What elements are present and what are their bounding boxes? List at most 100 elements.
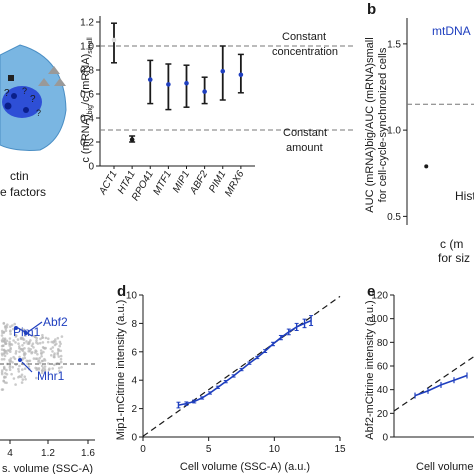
panel-c-point: [60, 366, 63, 369]
panel-c-point: [9, 332, 12, 336]
panel-c-point: [24, 378, 27, 381]
panel-e-ytick-label: 20: [377, 409, 389, 420]
cell-schematic: ? ? ? ? ctin e factors: [0, 44, 67, 199]
ref-constant-concentration-label-2: concentration: [272, 46, 338, 58]
panel-c-point: [59, 349, 63, 353]
panel-c-point: [14, 341, 17, 344]
panel-c-point: [41, 366, 45, 370]
panel-d-axes: 0 2 4 6 8 10 0 5 10 15: [126, 291, 346, 456]
panel-a-point: [166, 82, 171, 87]
panel-c-xtick-2: 1.2: [41, 448, 55, 459]
panel-c-point: [34, 351, 37, 354]
panel-c-point: [35, 367, 39, 370]
label-mhr1: Mhr1: [37, 369, 65, 383]
panel-c-point: [20, 373, 24, 377]
panel-c-point: [28, 359, 32, 363]
panel-c-point: [8, 340, 11, 344]
panel-c-annotations: Pim1 Abf2 Mhr1: [13, 315, 68, 383]
panel-b-ytick-label: 0.5: [387, 212, 401, 223]
panel-d-ytick-label: 8: [131, 319, 137, 330]
panel-c-point: [21, 368, 24, 371]
panel-c-point: [5, 373, 9, 376]
panel-c-point: [11, 361, 14, 364]
panel-d-ylabel: Mip1-mCitrine intensity (a.u.): [115, 300, 127, 441]
panel-b-xlabel-1: c (m: [440, 237, 463, 251]
panel-a-ytick-label: 0: [88, 162, 94, 173]
panel-c-point: [30, 344, 34, 348]
panel-c-point: [51, 346, 55, 349]
panel-a-ytick-label: 0.6: [80, 90, 94, 101]
panel-c-point: [44, 336, 48, 340]
panel-c-point: [16, 338, 20, 341]
panel-c-point: [50, 354, 53, 357]
panel-c-point: [27, 365, 31, 368]
panel-c-point: [41, 359, 45, 363]
panel-c-point: [29, 348, 32, 351]
panel-c-point: [21, 336, 24, 339]
panel-b-letter: b: [367, 1, 376, 18]
panel-c-point: [21, 347, 25, 351]
panel-c-point: [57, 366, 61, 370]
panel-a-point: [238, 72, 244, 78]
panel-c-point: [52, 355, 56, 359]
panel-c-point: [0, 358, 4, 361]
panel-c-point: [35, 339, 38, 342]
panel-c-point: [22, 341, 26, 345]
panel-c-point: [5, 352, 9, 355]
schematic-label-2: e factors: [0, 185, 46, 199]
panel-c-point: [10, 372, 13, 376]
panel-c-point: [54, 338, 57, 341]
panel-c-point: [59, 360, 63, 364]
schematic-question-4: ?: [36, 108, 41, 118]
panel-c-point: [18, 364, 21, 368]
panel-a-ytick-label: 0.4: [80, 114, 94, 125]
panel-c-point: [6, 323, 9, 327]
panel-c-point: [12, 339, 15, 342]
panel-c-point: [33, 335, 37, 339]
panel-e-marks: [393, 356, 474, 412]
panel-a: c (mRNA)big/c (mRNA)small 0 0.2 0.4 0.6 0.8 1…: [80, 16, 355, 203]
panel-c-point: [53, 352, 56, 355]
panel-c-point: [57, 355, 61, 358]
panel-b-ylabel-1: AUC (mRNA)big/AUC (mRNA)small: [364, 37, 376, 212]
schematic-label-1: ctin: [10, 169, 29, 183]
panel-b-ytick-label: 1.0: [387, 126, 401, 137]
panel-c-point: [54, 340, 57, 343]
panel-c-xticks: 4 1.2 1.6: [7, 440, 95, 459]
panel-c-point: [49, 347, 53, 351]
panel-c-point: [0, 352, 4, 356]
panel-b-ylabel-2: for cell-cycle-synchronized cells: [377, 47, 389, 202]
panel-c-point: [25, 359, 29, 363]
panel-c-point: [50, 340, 53, 344]
panel-c-point: [56, 351, 60, 355]
panel-e-axes: 0 20 40 60 80 100 120: [371, 291, 474, 444]
ref-constant-concentration-label: Constant: [282, 31, 326, 43]
panel-c-point: [59, 354, 63, 358]
panel-d-marks: [142, 295, 341, 437]
panel-c-point: [18, 345, 21, 348]
panel-c-point: [60, 335, 64, 338]
panel-c-point: [8, 366, 12, 369]
panel-c-point: [8, 368, 12, 372]
panel-b-point: [424, 164, 429, 169]
panel-c-point: [58, 369, 61, 373]
panel-a-axes: 00.20.40.60.81.01.2ACT1HTA1RPO41MTF1MIP1…: [80, 16, 355, 203]
panel-c-point: [32, 357, 36, 360]
panel-c-point: [31, 351, 34, 354]
panel-a-point: [147, 77, 153, 82]
panel-c-point: [38, 341, 42, 345]
panel-c-point: [3, 325, 7, 329]
panel-c-point: [36, 342, 40, 345]
panel-d: d Mip1-mCitrine intensity (a.u.) Cell vo…: [115, 283, 346, 473]
panel-c-point: [13, 322, 16, 326]
panel-d-letter: d: [117, 283, 126, 300]
panel-c-xlabel: s. volume (SSC-A): [2, 463, 93, 474]
panel-c-point: [25, 340, 28, 343]
panel-c-point: [41, 336, 44, 340]
panel-c-point: [27, 347, 31, 350]
panel-c-point: [8, 337, 12, 340]
ref-constant-amount-label-2: amount: [286, 142, 323, 154]
panel-b-marks: [424, 164, 429, 169]
panel-c-point: [0, 372, 4, 376]
